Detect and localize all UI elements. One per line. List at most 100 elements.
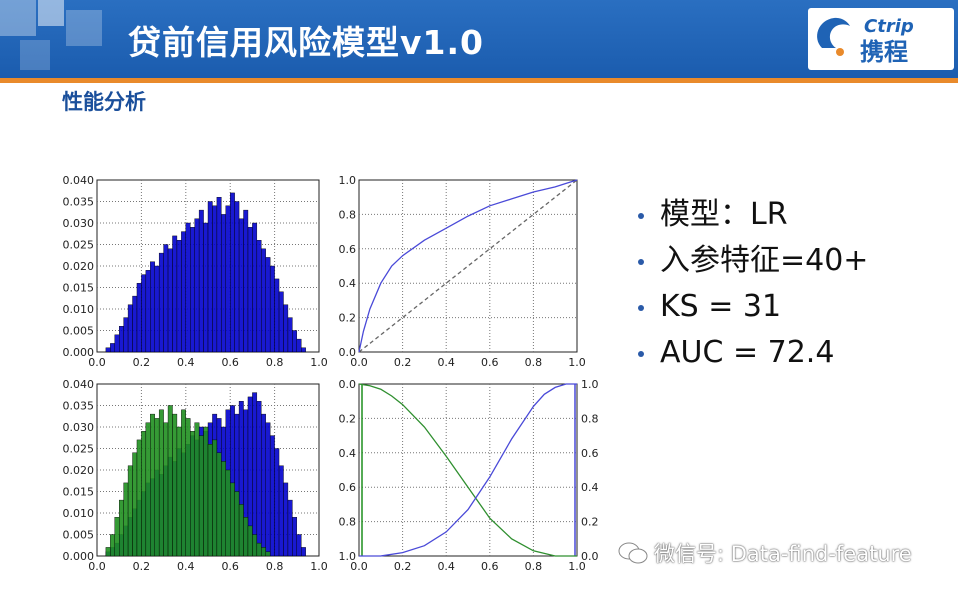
x-tick-label: 1.0	[568, 560, 586, 573]
y-tick-label: 0.0	[339, 378, 357, 391]
histogram-bar-0	[194, 218, 200, 353]
histogram-bar-blue	[256, 400, 262, 557]
y-tick-label-right: 0.6	[581, 447, 599, 460]
section-subtitle: 性能分析	[62, 90, 146, 114]
y-tick-label: 1.0	[339, 550, 357, 563]
histogram-bar-0	[292, 330, 298, 353]
histogram-bar-0	[114, 334, 120, 353]
histogram-bar-0	[234, 201, 240, 353]
y-tick-label: 0.015	[63, 282, 95, 295]
series-line-blue-cum	[359, 383, 577, 557]
histogram-bar-blue	[265, 422, 271, 557]
y-tick-label: 0.2	[339, 412, 357, 425]
histogram-bar-0	[261, 248, 266, 353]
y-tick-label: 0.010	[63, 303, 95, 316]
y-tick-label: 0.030	[63, 421, 95, 434]
y-tick-label: 0.030	[63, 217, 95, 230]
histogram-bar-green	[163, 422, 169, 557]
y-tick-label-right: 0.0	[581, 550, 599, 563]
histogram-bar-0	[127, 304, 133, 353]
histogram-bar-0	[216, 197, 222, 353]
x-tick-label: 0.4	[177, 560, 195, 573]
y-tick-label: 0.015	[63, 486, 95, 499]
histogram-bar-0	[301, 347, 306, 353]
x-tick-label: 0.8	[525, 560, 543, 573]
histogram-bar-0	[185, 222, 191, 353]
x-tick-label: 0.6	[221, 560, 239, 573]
series-line-roc	[358, 179, 578, 353]
histogram-bar-green	[198, 435, 204, 557]
histogram-bar-0	[198, 209, 204, 353]
y-tick-label: 0.010	[63, 507, 95, 520]
histogram-bar-0	[132, 295, 138, 353]
y-tick-label: 0.000	[63, 346, 95, 359]
histogram-bar-0	[229, 192, 235, 353]
histogram-bar-0	[247, 227, 253, 353]
histogram-bar-green	[243, 517, 249, 557]
histogram-bar-blue	[301, 547, 306, 557]
bullet-list: 模型：LR 入参特征=40+ KS = 31 AUC = 72.4	[632, 192, 868, 376]
histogram-bar-green	[185, 418, 191, 557]
histogram-bar-green	[127, 465, 133, 557]
histogram-bar-0	[283, 304, 289, 353]
histogram-bar-green	[247, 525, 253, 557]
accent-bar	[0, 78, 958, 83]
y-tick-label: 0.040	[63, 174, 95, 187]
histogram-bar-0	[274, 278, 280, 353]
histogram-bar-0	[269, 265, 275, 353]
histogram-bar-green	[190, 431, 195, 557]
y-tick-label: 0.4	[339, 277, 357, 290]
y-tick-label-right: 0.2	[581, 516, 599, 529]
wechat-icon	[618, 541, 648, 570]
histogram-bar-green	[238, 504, 244, 557]
histogram-bar-0	[221, 214, 226, 353]
y-tick-label: 0.8	[339, 208, 357, 221]
histogram-bar-0	[296, 338, 302, 353]
histogram-bar-green	[118, 499, 124, 557]
histogram-bar-0	[123, 317, 129, 353]
logo-text-en: Ctrip	[864, 16, 914, 37]
x-tick-label: 0.4	[177, 356, 195, 369]
slide-title: 贷前信用风险模型v1.0	[128, 23, 484, 62]
histogram-bar-0	[203, 222, 209, 353]
histogram-bar-0	[256, 239, 262, 353]
bullet-dot	[638, 351, 644, 357]
y-tick-label: 0.6	[339, 481, 357, 494]
y-tick-label: 0.2	[339, 312, 357, 325]
histogram-bar-green	[154, 418, 160, 557]
histogram-bar-green	[176, 426, 182, 557]
histogram-bar-0	[207, 201, 213, 353]
series-line-green-cum	[358, 383, 577, 557]
histogram-bar-green	[141, 431, 147, 557]
y-tick-label: 0.6	[339, 243, 357, 256]
histogram-bar-blue	[287, 499, 293, 557]
histogram-bar-green	[158, 409, 164, 557]
histogram-bar-0	[145, 270, 151, 353]
histogram-bar-0	[172, 235, 178, 353]
histogram-bar-0	[167, 248, 173, 353]
histogram-bar-green	[216, 452, 222, 557]
histogram-bar-green	[229, 482, 235, 557]
histogram-bar-blue	[261, 413, 266, 557]
histogram-bar-green	[145, 422, 151, 557]
histogram-bar-0	[141, 274, 147, 353]
histogram-bar-green	[252, 534, 258, 557]
x-tick-label: 0.0	[88, 356, 106, 369]
x-tick-label: 0.4	[437, 356, 455, 369]
bullet-dot	[638, 305, 644, 311]
watermark-text: 微信号: Data-find-feature	[654, 542, 912, 566]
histogram-bar-0	[212, 205, 218, 353]
histogram-bar-green	[136, 439, 142, 557]
histogram-bar-0	[225, 205, 231, 353]
histogram-bar-green	[221, 461, 226, 557]
histogram-bar-green	[256, 542, 262, 557]
histogram-bar-0	[154, 265, 160, 353]
histogram-bar-0	[243, 209, 249, 353]
y-tick-label-right: 1.0	[581, 378, 599, 391]
histogram-bar-green	[172, 413, 178, 557]
y-tick-label: 0.4	[339, 447, 357, 460]
x-tick-label: 0.6	[481, 356, 499, 369]
histogram-bar-0	[238, 218, 244, 353]
x-tick-label: 1.0	[310, 356, 328, 369]
histogram-bar-0	[110, 343, 115, 353]
